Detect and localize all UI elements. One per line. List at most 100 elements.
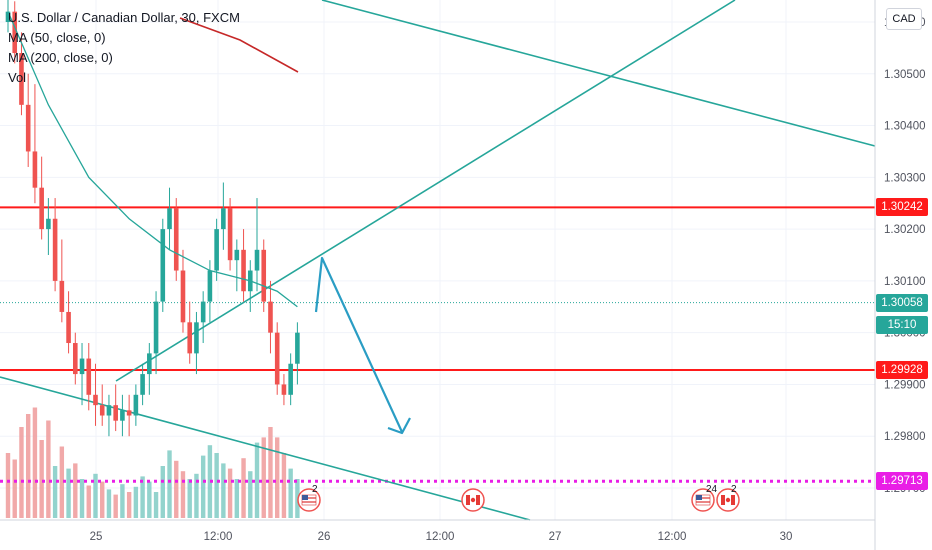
volume-bar	[254, 442, 260, 518]
candle-body	[79, 358, 85, 375]
us-flag-icon[interactable]: 24	[691, 484, 718, 512]
ma50-line	[7, 11, 298, 308]
volume-bar	[93, 473, 98, 518]
volume-bar	[100, 481, 105, 518]
horizontal-levels	[0, 206, 875, 483]
candles	[5, 0, 300, 437]
price-tick-label: 1.30400	[884, 121, 926, 133]
volume-bar	[46, 420, 51, 518]
candle-body	[59, 280, 65, 312]
canada-flag-icon[interactable]	[461, 488, 485, 512]
time-tick-label: 25	[90, 531, 103, 543]
candle-body	[281, 384, 287, 395]
candle-body	[234, 249, 240, 261]
time-tick-label: 12:00	[658, 531, 687, 543]
candle-body	[261, 249, 267, 302]
flag-canton	[696, 495, 702, 500]
volume-bar	[207, 445, 213, 518]
volume-bar	[214, 453, 219, 518]
projection-arrow	[314, 256, 411, 435]
candle-body	[19, 53, 24, 105]
volume-bar	[32, 407, 38, 518]
candle-body	[25, 104, 31, 152]
volume-bar	[120, 484, 125, 518]
symbol-title[interactable]: U.S. Dollar / Canadian Dollar, 30, FXCM	[8, 10, 240, 25]
price-tick-label: 1.30500	[884, 69, 926, 81]
volume-bar	[241, 458, 246, 518]
volume-bar	[147, 481, 152, 518]
volume-bar	[200, 455, 206, 518]
candle-body	[73, 343, 78, 375]
volume-bar	[39, 440, 44, 518]
volume-bar	[221, 463, 226, 518]
currency-badge[interactable]: CAD	[886, 8, 922, 30]
candle-body	[52, 218, 58, 281]
projection-arrow-path	[314, 256, 403, 433]
candle-body	[46, 218, 51, 230]
candle-body	[99, 405, 105, 416]
candle-body	[39, 187, 44, 230]
volume-bar	[52, 466, 58, 518]
volume-bar	[234, 479, 240, 518]
candle-body	[93, 394, 98, 406]
ma200-line	[179, 17, 299, 73]
pink-level-price-tag: 1.29713	[876, 472, 928, 491]
volume-bar	[180, 471, 186, 518]
volume-bar	[86, 485, 91, 518]
price-tick-label: 1.30200	[884, 224, 926, 236]
price-tick-label: 1.30100	[884, 276, 926, 288]
candle-body	[268, 301, 273, 333]
volume-bar	[79, 479, 85, 518]
volume-bar	[106, 489, 112, 518]
arrow-head	[387, 417, 411, 435]
volume-bar	[66, 468, 71, 518]
candle-body	[32, 151, 38, 188]
volume-bar	[73, 463, 78, 518]
candle-body	[241, 249, 246, 292]
flag-band	[466, 495, 470, 505]
candle-body	[187, 322, 193, 354]
time-tick-label: 30	[780, 531, 793, 543]
volume-bar	[12, 459, 17, 518]
candle-body	[126, 410, 132, 416]
candle-body	[160, 229, 166, 302]
event-count: 2	[312, 484, 318, 495]
ma200-legend[interactable]: MA (200, close, 0)	[8, 50, 113, 65]
price-tick-label: 1.29800	[884, 431, 926, 443]
volume-bar	[194, 473, 199, 518]
candle-body	[194, 322, 199, 354]
candle-body	[288, 363, 293, 395]
candle-body	[133, 394, 139, 416]
trendline-1	[321, 0, 876, 147]
ma50-legend[interactable]: MA (50, close, 0)	[8, 30, 106, 45]
candle-body	[227, 208, 233, 261]
economic-events[interactable]: 2 24 2	[297, 484, 740, 512]
volume-bar	[261, 437, 266, 518]
candle-body	[200, 301, 206, 323]
volume-legend[interactable]: Vol	[8, 70, 27, 85]
time-axis[interactable]: 25 12:00 26 12:00 27 12:00 30	[90, 531, 793, 543]
resistance-price-tag: 1.30242	[876, 198, 928, 217]
us-flag-icon[interactable]: 2	[297, 484, 321, 512]
candle-body	[173, 208, 179, 271]
canada-flag-icon[interactable]: 2	[716, 484, 740, 512]
current-price-tag: 1.30058	[876, 293, 928, 312]
volume-bars	[5, 407, 300, 518]
candle-body	[153, 301, 159, 354]
time-tick-label: 12:00	[426, 531, 455, 543]
volume-bar	[167, 450, 172, 518]
price-axis[interactable]: 1.306001.305001.304001.303001.302001.301…	[884, 17, 926, 495]
flag-band	[721, 495, 725, 505]
trendline-0	[115, 0, 736, 382]
time-tick-label: 12:00	[204, 531, 233, 543]
volume-bar	[133, 486, 139, 518]
volume-bar	[19, 427, 24, 518]
candle-body	[120, 410, 125, 421]
candle-body	[214, 229, 219, 271]
support-price-tag: 1.29928	[876, 360, 928, 379]
volume-bar	[248, 471, 253, 518]
volume-bar	[160, 466, 165, 518]
volume-bar	[113, 494, 118, 518]
event-count: 2	[731, 484, 737, 495]
volume-bar	[187, 479, 192, 518]
